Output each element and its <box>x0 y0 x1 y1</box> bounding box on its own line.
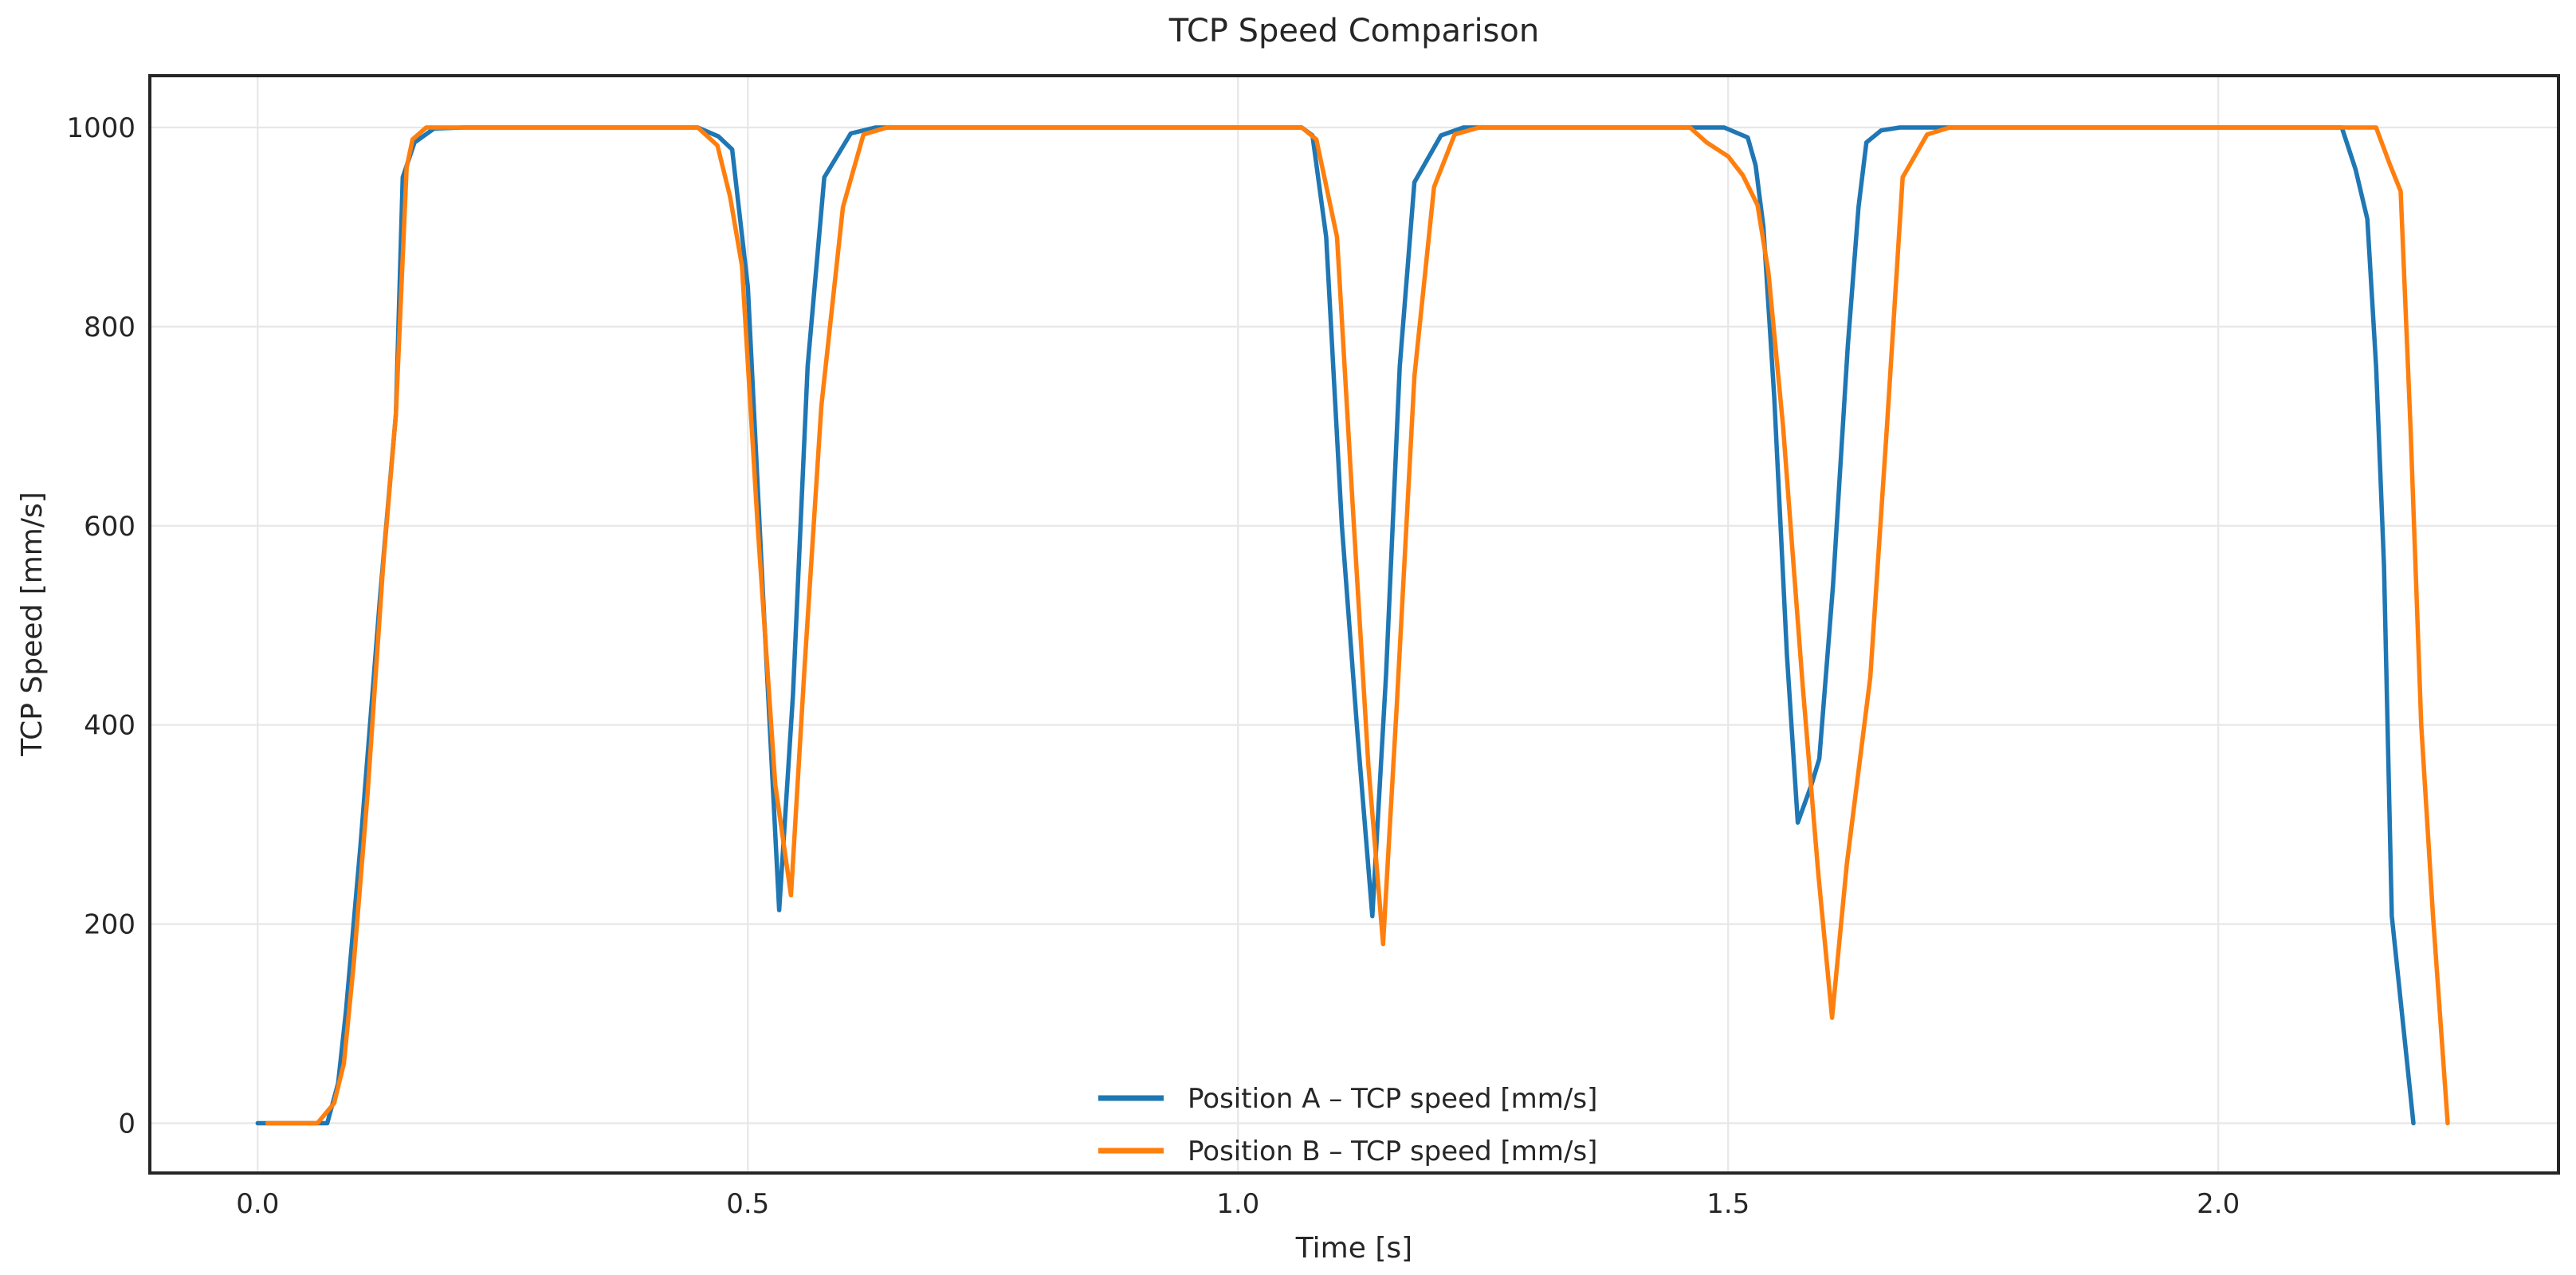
y-tick-label: 1000 <box>66 112 135 144</box>
y-tick-label: 200 <box>84 909 135 941</box>
x-tick-label: 1.5 <box>1706 1188 1749 1220</box>
x-axis-label: Time [s] <box>1295 1232 1412 1265</box>
data-series <box>255 125 2450 1126</box>
y-tick-label: 800 <box>84 312 135 343</box>
y-tick-label: 400 <box>84 710 135 742</box>
y-tick-label: 600 <box>84 511 135 543</box>
legend-label-a: Position A – TCP speed [mm/s] <box>1188 1083 1597 1115</box>
x-tick-labels: 0.0 0.5 1.0 1.5 2.0 <box>236 1188 2240 1220</box>
x-tick-label: 0.0 <box>236 1188 279 1220</box>
plot-border <box>148 74 2560 1175</box>
x-tick-label: 2.0 <box>2197 1188 2240 1220</box>
y-tick-labels: 0 200 400 600 800 1000 <box>66 112 135 1140</box>
y-axis-label: TCP Speed [mm/s] <box>16 492 49 757</box>
series-line-a <box>255 125 2416 1126</box>
x-tick-label: 0.5 <box>726 1188 769 1220</box>
legend: Position A – TCP speed [mm/s] Position B … <box>1098 1083 1597 1167</box>
gridlines <box>150 76 2558 1173</box>
x-tick-label: 1.0 <box>1216 1188 1259 1220</box>
chart-title: TCP Speed Comparison <box>1168 13 1539 49</box>
series-line-b <box>265 125 2450 1126</box>
y-tick-label: 0 <box>118 1108 135 1140</box>
legend-label-b: Position B – TCP speed [mm/s] <box>1188 1136 1597 1167</box>
